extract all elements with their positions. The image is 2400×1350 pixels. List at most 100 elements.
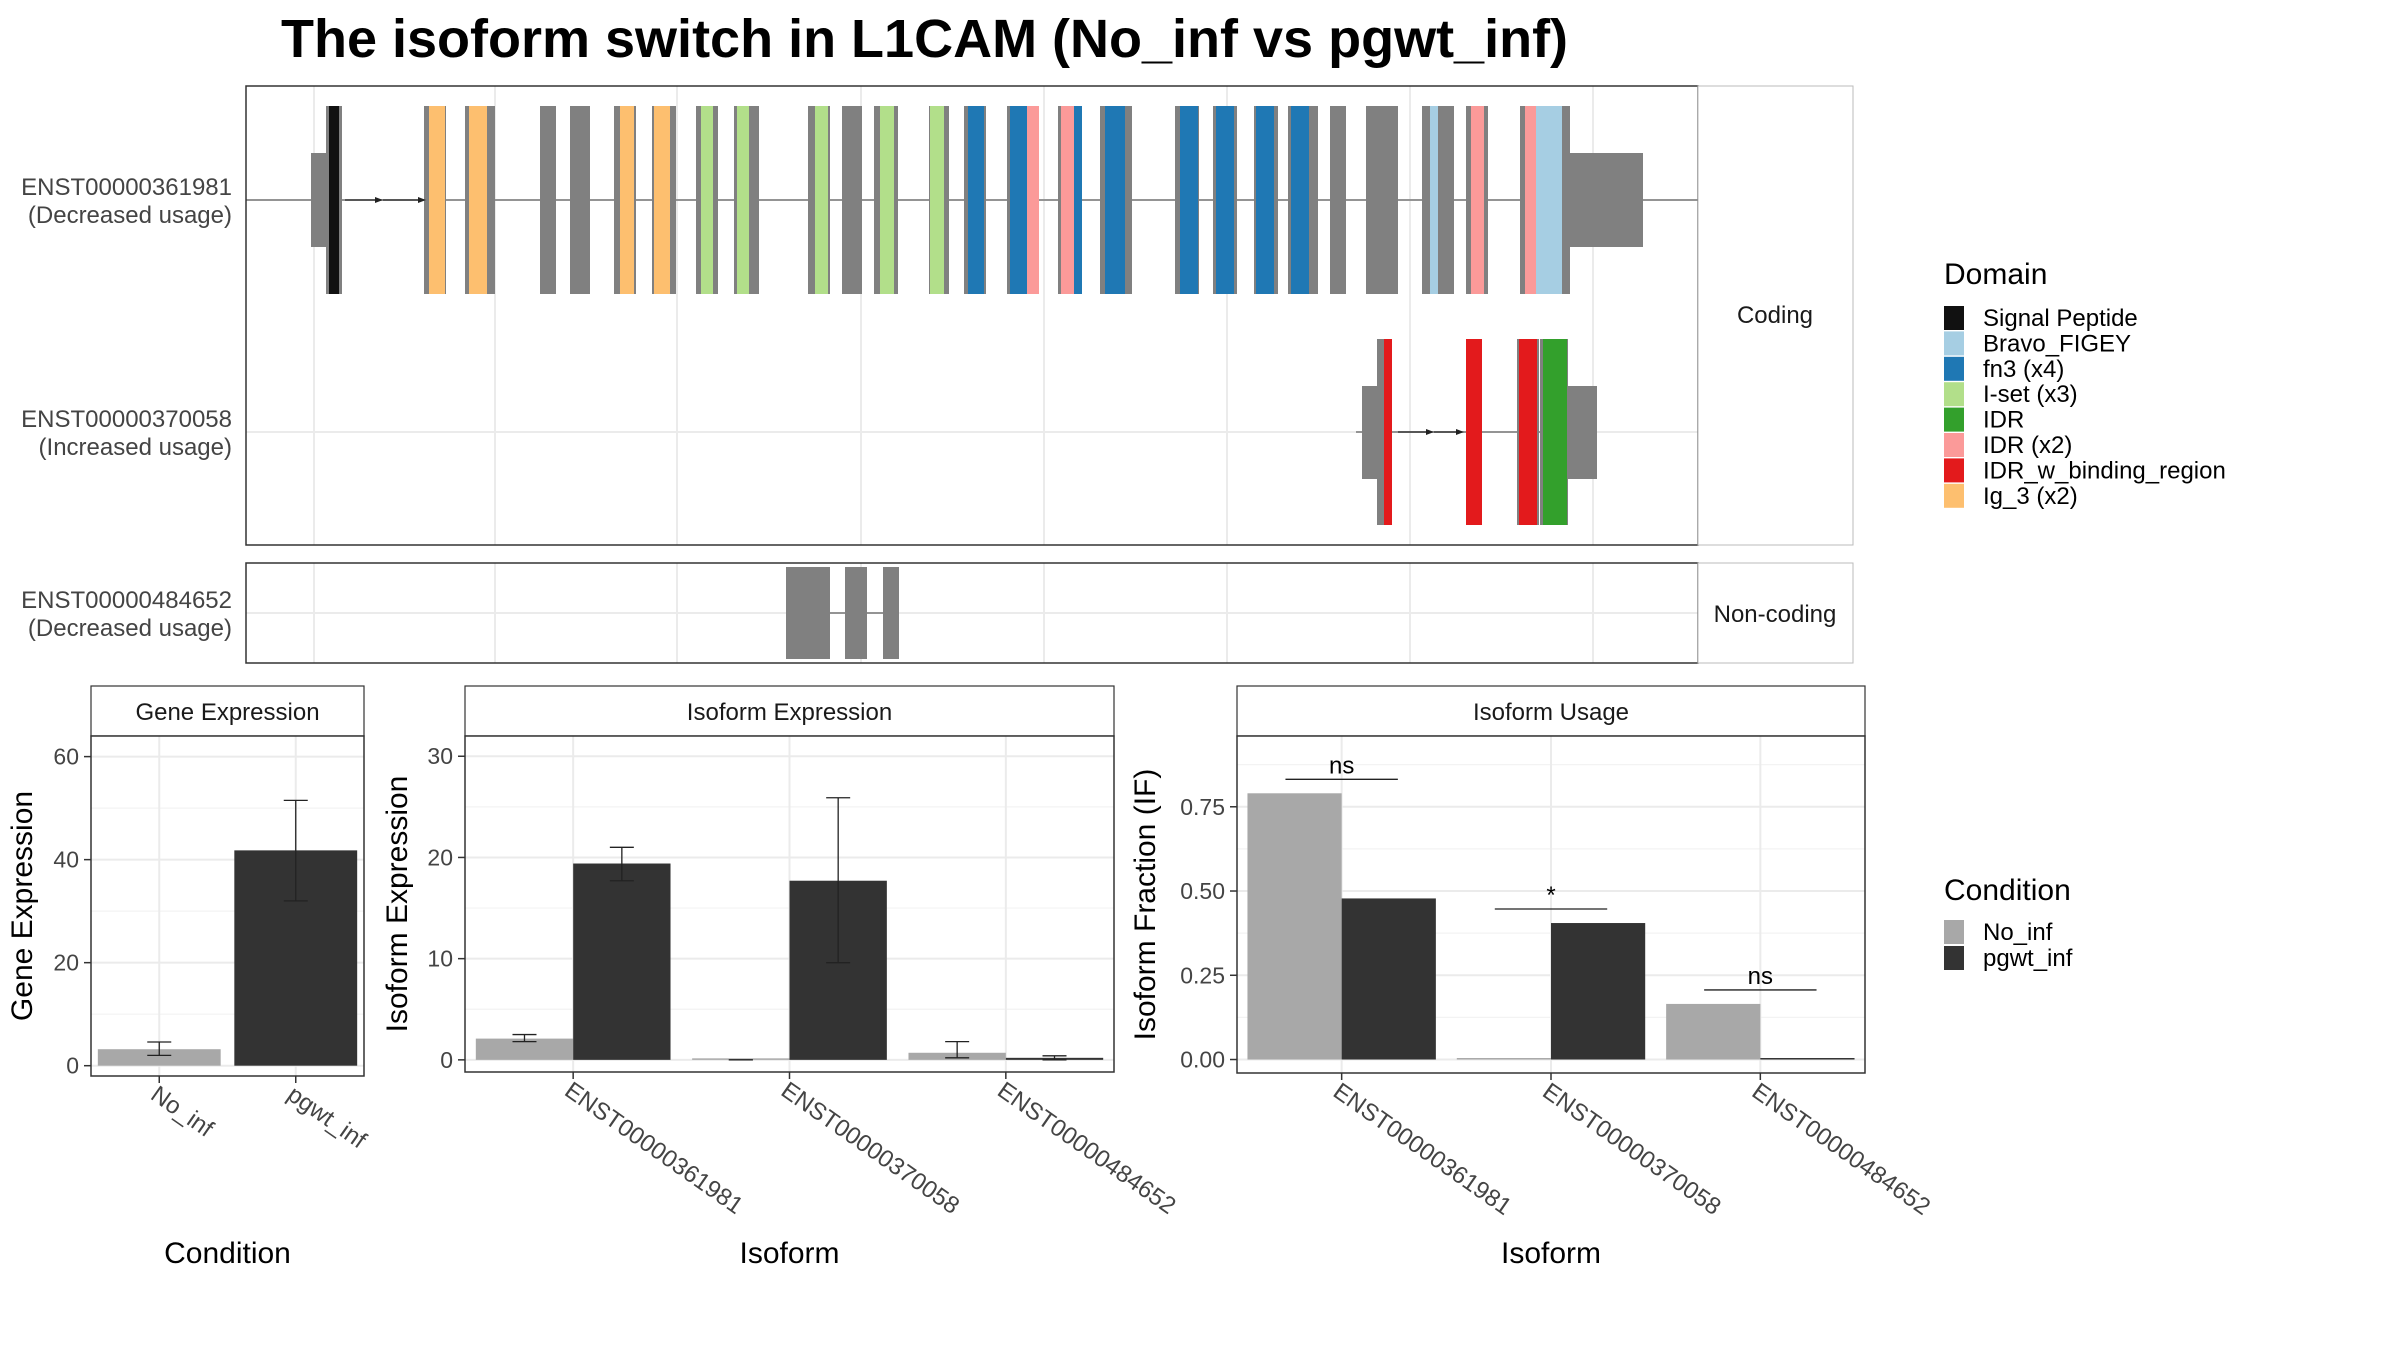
exon-segment bbox=[1471, 106, 1484, 294]
domain-legend-label: I-set (x3) bbox=[1983, 381, 2078, 408]
y-axis-title: Isoform Fraction (IF) bbox=[1129, 769, 1162, 1041]
utr-3prime bbox=[1565, 153, 1643, 247]
domain-legend-label: Ig_3 (x2) bbox=[1983, 483, 2078, 510]
y-tick-label: 0.00 bbox=[1180, 1047, 1225, 1073]
x-tick-label: ENST00000484652 bbox=[1747, 1078, 1935, 1221]
utr-3prime bbox=[1567, 386, 1597, 479]
noncoding-strip bbox=[1697, 562, 1854, 664]
y-tick-label: 0 bbox=[440, 1047, 453, 1073]
transcript-484652-exons bbox=[786, 567, 899, 659]
panel-title: Isoform Expression bbox=[687, 699, 892, 726]
y-tick-label: 10 bbox=[427, 946, 453, 972]
exon-segment bbox=[880, 106, 894, 294]
x-tick-label: ENST00000370058 bbox=[1538, 1078, 1726, 1221]
intron-arrow-head bbox=[1426, 429, 1434, 435]
domain-legend-label: IDR_w_binding_region bbox=[1983, 457, 2226, 484]
significance-label: ns bbox=[1329, 752, 1354, 779]
exon-segment bbox=[1466, 339, 1482, 525]
isoform-label-2: ENST00000370058 bbox=[21, 406, 232, 433]
exon-segment bbox=[883, 567, 899, 659]
significance-label: * bbox=[1546, 882, 1555, 909]
bar bbox=[692, 1058, 790, 1060]
exon-segment bbox=[1525, 106, 1537, 294]
exon-segment bbox=[1216, 106, 1234, 294]
y-tick-label: 0 bbox=[66, 1053, 79, 1079]
y-tick-label: 30 bbox=[427, 743, 453, 769]
y-tick-label: 20 bbox=[53, 950, 79, 976]
exon-segment bbox=[469, 106, 487, 294]
plot-frame bbox=[90, 735, 365, 1077]
domain-legend-swatch bbox=[1944, 331, 1964, 356]
exon-segment bbox=[1291, 106, 1309, 294]
main-title: The isoform switch in L1CAM (No_inf vs p… bbox=[281, 9, 1568, 69]
panel-title: Gene Expression bbox=[135, 699, 319, 726]
isoform-usage-3: (Decreased usage) bbox=[28, 615, 232, 642]
y-tick-label: 0.75 bbox=[1180, 794, 1225, 820]
y-axis-title: Isoform Expression bbox=[381, 776, 414, 1033]
condition-legend-label: pgwt_inf bbox=[1983, 945, 2073, 972]
x-tick-label: pgwt_inf bbox=[282, 1081, 371, 1155]
domain-legend-label: IDR (x2) bbox=[1983, 432, 2072, 459]
exon-segment bbox=[540, 106, 556, 294]
exon-segment bbox=[786, 567, 830, 659]
bar bbox=[1247, 793, 1342, 1060]
y-tick-label: 60 bbox=[53, 744, 79, 770]
isoform-label-3: ENST00000484652 bbox=[21, 587, 232, 614]
x-tick-label: ENST00000370058 bbox=[776, 1077, 964, 1220]
exon-segment bbox=[1519, 339, 1537, 525]
bar bbox=[1760, 1058, 1855, 1060]
domain-legend-swatch bbox=[1944, 458, 1964, 483]
exon-segment bbox=[1027, 106, 1039, 294]
x-tick-label: ENST00000361981 bbox=[560, 1077, 748, 1220]
x-axis-title: Condition bbox=[164, 1237, 291, 1270]
domain-legend-label: fn3 (x4) bbox=[1983, 356, 2064, 383]
exon-segment bbox=[1536, 106, 1562, 294]
exon-segment bbox=[1105, 106, 1125, 294]
x-tick-label: ENST00000484652 bbox=[992, 1077, 1180, 1220]
exon-segment bbox=[1543, 339, 1553, 525]
bar bbox=[1456, 1058, 1551, 1060]
bar bbox=[1341, 898, 1436, 1060]
y-axis-title: Gene Expression bbox=[6, 791, 39, 1021]
domain-legend-label: Signal Peptide bbox=[1983, 305, 2138, 332]
intron-arrow-head bbox=[418, 197, 426, 203]
utr-5prime bbox=[311, 153, 328, 247]
bar bbox=[475, 1038, 574, 1060]
coding-strip-label: Coding bbox=[1737, 302, 1813, 329]
transcript-370058-exons bbox=[1362, 339, 1597, 525]
panel-strip bbox=[464, 685, 1115, 737]
domain-legend-swatch bbox=[1944, 433, 1964, 457]
exon-segment bbox=[1330, 106, 1346, 294]
exon-segment bbox=[620, 106, 634, 294]
domain-legend-swatch bbox=[1944, 356, 1964, 381]
y-tick-label: 20 bbox=[427, 844, 453, 870]
exon-segment bbox=[701, 106, 713, 294]
domain-legend-label: IDR bbox=[1983, 407, 2024, 434]
exon-segment bbox=[329, 106, 339, 294]
intron-arrow-head bbox=[375, 197, 383, 203]
y-tick-label: 0.25 bbox=[1180, 962, 1225, 988]
bar bbox=[97, 1049, 221, 1066]
y-tick-label: 40 bbox=[53, 847, 79, 873]
gene-expression-chart: Gene Expression 0 20 40 60 No_inf pgwt_inf Cond… bbox=[6, 685, 371, 1270]
exon-segment bbox=[968, 106, 984, 294]
domain-legend-swatch bbox=[1944, 407, 1964, 432]
isoform-usage-1: (Decreased usage) bbox=[28, 202, 232, 229]
bar bbox=[1551, 923, 1646, 1060]
x-tick-label: No_inf bbox=[146, 1081, 219, 1143]
exon-segment bbox=[842, 106, 862, 294]
coding-strip bbox=[1697, 85, 1854, 546]
bar bbox=[573, 863, 671, 1060]
noncoding-panel bbox=[245, 562, 1699, 664]
exon-segment bbox=[845, 567, 867, 659]
domain-legend-swatch bbox=[1944, 306, 1964, 330]
transcript-361981-exons bbox=[311, 106, 1643, 294]
intron-arrow-head bbox=[1456, 429, 1464, 435]
exon-segment bbox=[1256, 106, 1274, 294]
panel-title: Isoform Usage bbox=[1473, 699, 1629, 726]
domain-legend-swatch bbox=[1944, 483, 1964, 508]
significance-label: ns bbox=[1748, 963, 1773, 990]
isoform-usage-chart: Isoform Usage 0.00 0.25 0.50 0.75 ENST0000036… bbox=[1129, 685, 1935, 1270]
